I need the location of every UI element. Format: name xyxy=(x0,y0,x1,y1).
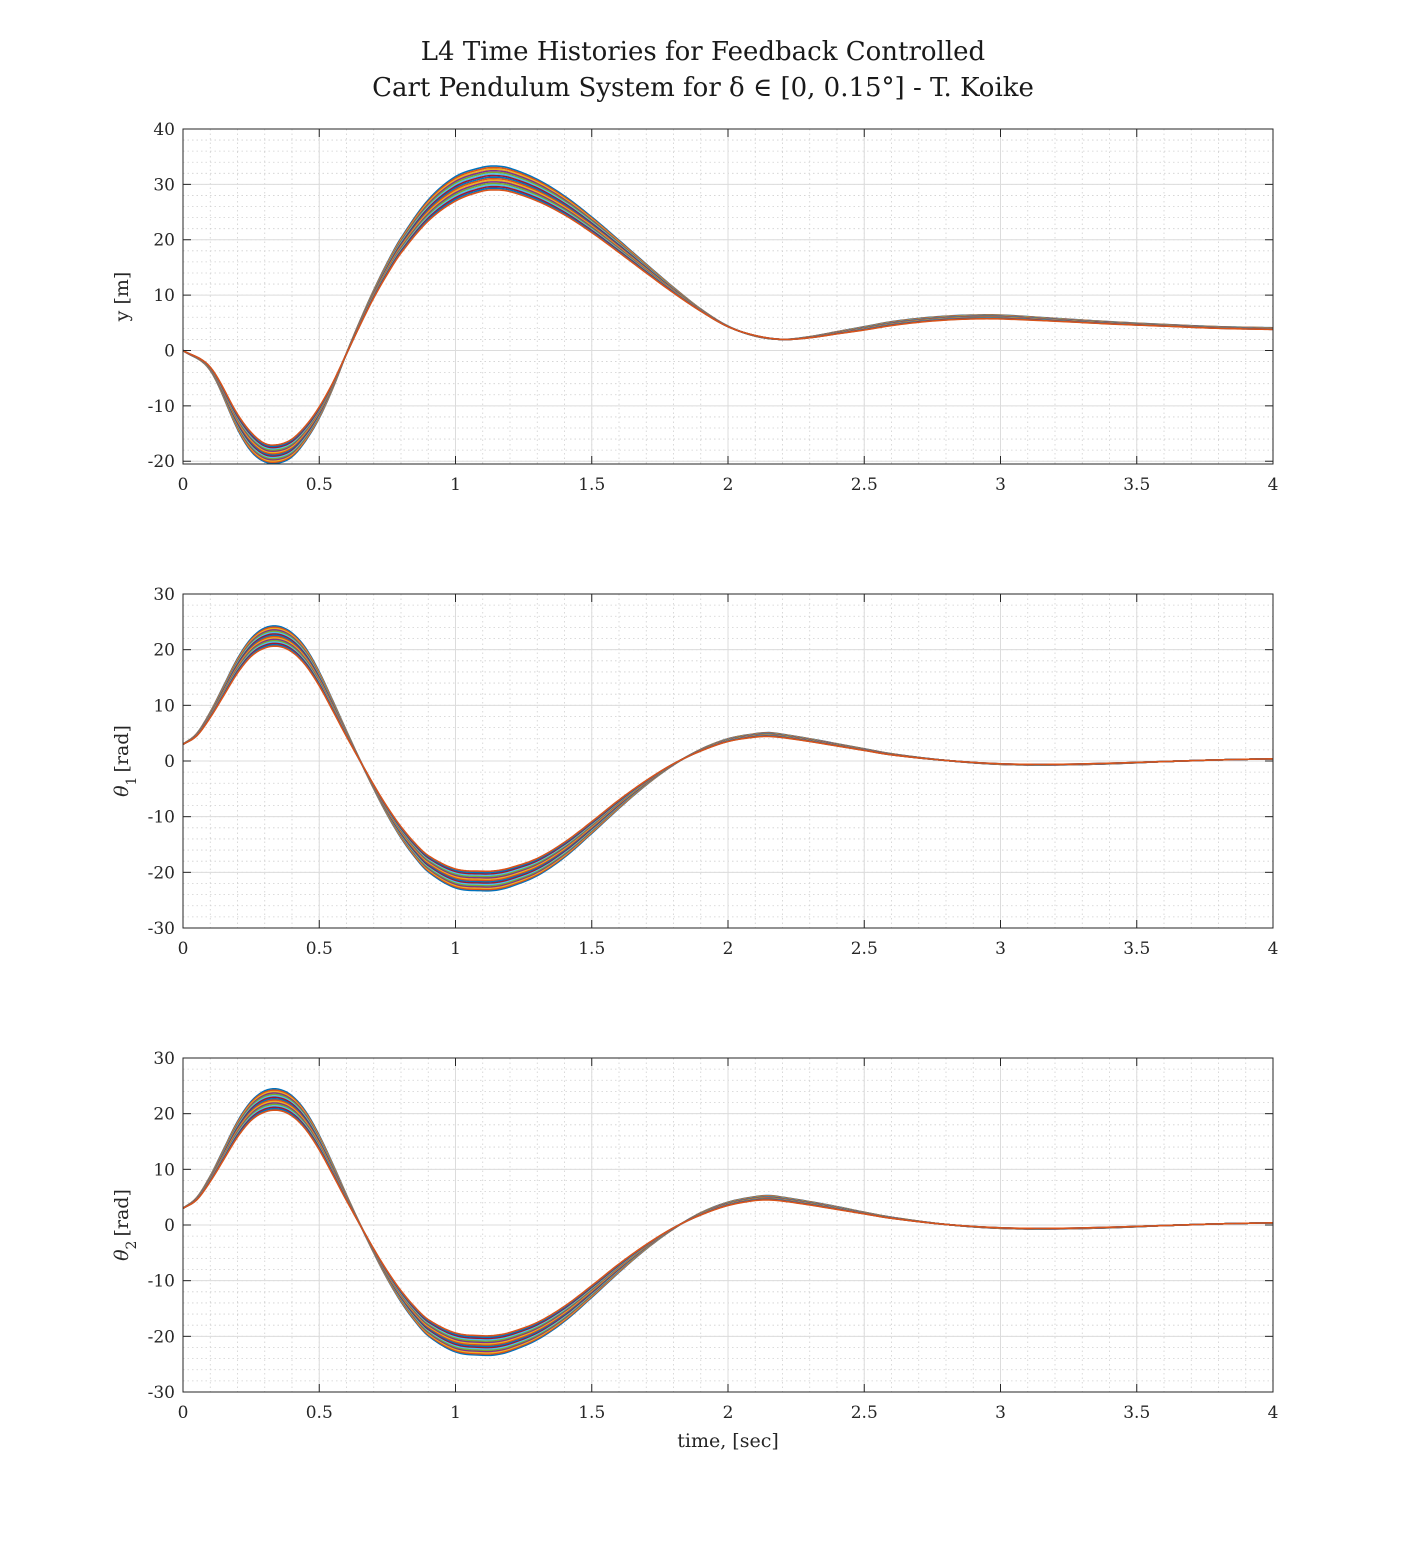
theta1-panel: 0 0.5 1 1.5 2 2.5 3 3.5 4 -30 -20 -10 0 10 20 30 θ1[rad] xyxy=(111,585,1278,959)
y-axis-label: y [m] xyxy=(111,272,133,323)
x-tick-label: 3.5 xyxy=(1123,1403,1150,1423)
y-tick-label: -20 xyxy=(148,452,175,472)
x-tick-label: 1.5 xyxy=(578,939,605,959)
x-tick-label: 0.5 xyxy=(306,475,333,495)
x-tick-label: 3.5 xyxy=(1123,939,1150,959)
y-tick-label: -10 xyxy=(148,397,175,417)
y-tick-label: 30 xyxy=(153,1049,175,1069)
y-tick-label: 0 xyxy=(164,341,175,361)
figure-title-line1: L4 Time Histories for Feedback Controlle… xyxy=(421,37,985,67)
y-axis-label: θ1[rad] xyxy=(111,725,140,797)
y-tick-label: 20 xyxy=(153,231,175,251)
x-tick-label: 1.5 xyxy=(578,475,605,495)
y-tick-label: 0 xyxy=(164,752,175,772)
y-tick-label: -10 xyxy=(148,1272,175,1292)
x-tick-label: 1 xyxy=(450,475,461,495)
y-tick-label: 10 xyxy=(153,1160,175,1180)
grid xyxy=(183,129,1273,464)
y-axis-label: θ2[rad] xyxy=(111,1189,140,1261)
y-tick-label: 10 xyxy=(153,696,175,716)
y-tick-label: -10 xyxy=(148,808,175,828)
y-tick-label: 30 xyxy=(153,175,175,195)
y-tick-label: -30 xyxy=(148,919,175,939)
x-tick-label: 2 xyxy=(723,1403,734,1423)
y-tick-label: 30 xyxy=(153,585,175,605)
y-tick-label: -30 xyxy=(148,1383,175,1403)
series-group xyxy=(183,165,1273,464)
series-line-16 xyxy=(183,1109,1273,1337)
y-position-panel: 0 0.5 1 1.5 2 2.5 3 3.5 4 -20 -10 0 10 20 30 40 y [m] xyxy=(111,120,1278,495)
x-tick-label: 2 xyxy=(723,939,734,959)
x-tick-label: 3 xyxy=(995,939,1006,959)
x-tick-label: 0.5 xyxy=(306,1403,333,1423)
x-tick-label: 2.5 xyxy=(851,1403,878,1423)
x-tick-label: 0.5 xyxy=(306,939,333,959)
x-tick-label: 1 xyxy=(450,1403,461,1423)
y-tick-label: 20 xyxy=(153,1105,175,1125)
y-tick-label: 10 xyxy=(153,286,175,306)
x-tick-label: 4 xyxy=(1268,1403,1279,1423)
x-tick-label: 3 xyxy=(995,475,1006,495)
grid xyxy=(183,594,1273,928)
series-group xyxy=(183,1088,1273,1357)
x-tick-label: 4 xyxy=(1268,475,1279,495)
series-group xyxy=(183,625,1273,892)
x-tick-label: 3.5 xyxy=(1123,475,1150,495)
x-tick-label: 4 xyxy=(1268,939,1279,959)
y-tick-label: 0 xyxy=(164,1216,175,1236)
y-tick-label: -20 xyxy=(148,1327,175,1347)
figure-title-line2: Cart Pendulum System for δ ∈ [0, 0.15°] … xyxy=(372,73,1034,103)
x-tick-label: 2.5 xyxy=(851,475,878,495)
x-axis-label: time, [sec] xyxy=(677,1430,779,1452)
grid xyxy=(183,1058,1273,1392)
theta2-panel: 0 0.5 1 1.5 2 2.5 3 3.5 4 -30 -20 -10 0 10 20 30 θ2[rad]… xyxy=(111,1049,1278,1452)
x-tick-label: 3 xyxy=(995,1403,1006,1423)
y-tick-label: -20 xyxy=(148,863,175,883)
x-tick-label: 1.5 xyxy=(578,1403,605,1423)
series-line-16 xyxy=(183,645,1273,873)
y-tick-label: 40 xyxy=(153,120,175,140)
x-tick-label: 0 xyxy=(178,475,189,495)
x-tick-label: 0 xyxy=(178,1403,189,1423)
x-tick-label: 2 xyxy=(723,475,734,495)
x-tick-label: 2.5 xyxy=(851,939,878,959)
x-tick-label: 0 xyxy=(178,939,189,959)
y-tick-label: 20 xyxy=(153,641,175,661)
series-line-16 xyxy=(183,189,1273,446)
x-tick-label: 1 xyxy=(450,939,461,959)
